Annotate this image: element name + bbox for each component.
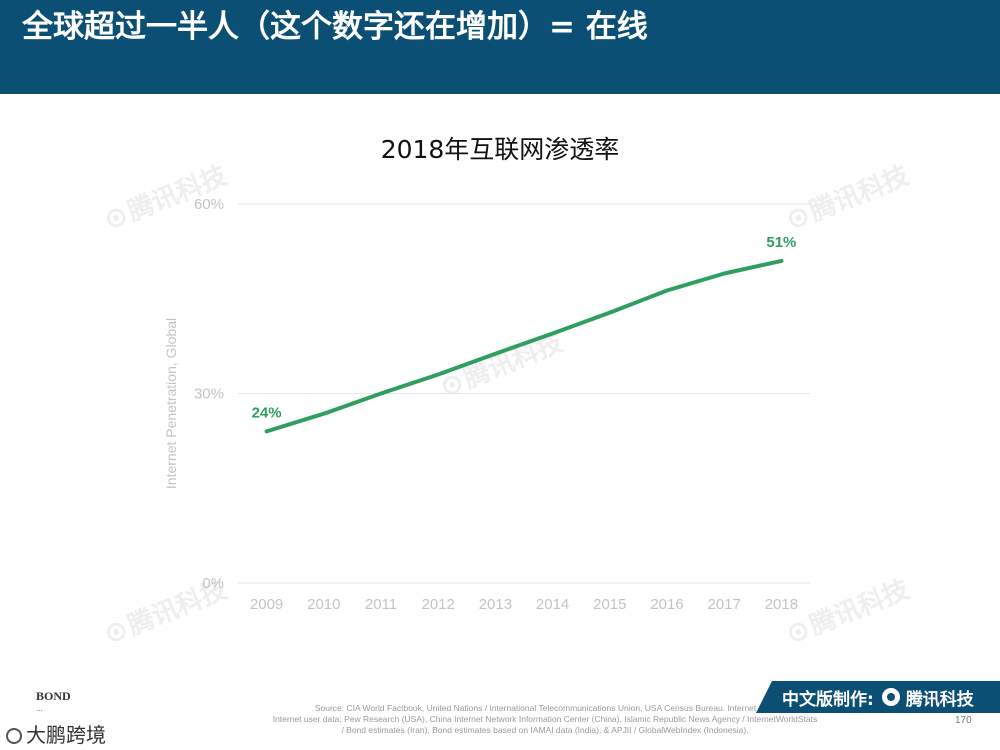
y-tick-label-1: 30% — [194, 386, 224, 403]
wechat-label: 大鹏跨境 — [26, 723, 106, 747]
x-tick-label-2017: 2017 — [708, 596, 741, 613]
x-tick-label-2016: 2016 — [650, 596, 683, 613]
wechat-icon — [6, 728, 22, 744]
x-tick-label-2014: 2014 — [536, 596, 569, 613]
data-label-2018: 51% — [766, 234, 796, 251]
x-tick-label-2013: 2013 — [479, 596, 512, 613]
slide-title: 全球超过一半人（这个数字还在增加）= 在线 — [22, 9, 648, 45]
y-axis-label: Internet Penetration, Global — [163, 318, 179, 489]
credit-label: 中文版制作: — [782, 689, 874, 710]
bond-sub: ... — [36, 703, 43, 713]
source-note: Source: CIA World Factbook, United Natio… — [205, 703, 885, 736]
wechat-watermark: 大鹏跨境 — [6, 719, 106, 748]
x-tick-label-2015: 2015 — [593, 596, 626, 613]
x-tick-label-2009: 2009 — [250, 596, 283, 613]
chart-title: 2018年互联网渗透率 — [380, 135, 620, 164]
credit-badge: 中文版制作: 腾讯科技 — [756, 681, 1000, 713]
source-line-2: Internet user data: Pew Research (USA), … — [272, 714, 818, 724]
source-line-3: / Bond estimates (Iran), Bond estimates … — [341, 725, 749, 735]
source-line-1: Source: CIA World Factbook, United Natio… — [314, 703, 776, 713]
bond-name: BOND — [36, 689, 71, 703]
data-label-2009: 24% — [252, 404, 282, 421]
header-bar: 全球超过一半人（这个数字还在增加）= 在线 — [0, 0, 1000, 94]
tencent-logo-icon — [881, 688, 900, 706]
x-tick-label-2010: 2010 — [307, 596, 340, 613]
series-line-0 — [264, 258, 784, 434]
page-number: 170 — [955, 715, 972, 726]
x-tick-label-2012: 2012 — [422, 596, 455, 613]
bond-logo: BOND ... — [36, 690, 71, 714]
y-tick-label-2: 60% — [194, 196, 224, 213]
x-tick-label-2018: 2018 — [765, 596, 798, 613]
x-tick-label-2011: 2011 — [365, 596, 397, 613]
y-tick-label-0: 0% — [202, 575, 224, 592]
credit-brand: 腾讯科技 — [905, 689, 974, 710]
